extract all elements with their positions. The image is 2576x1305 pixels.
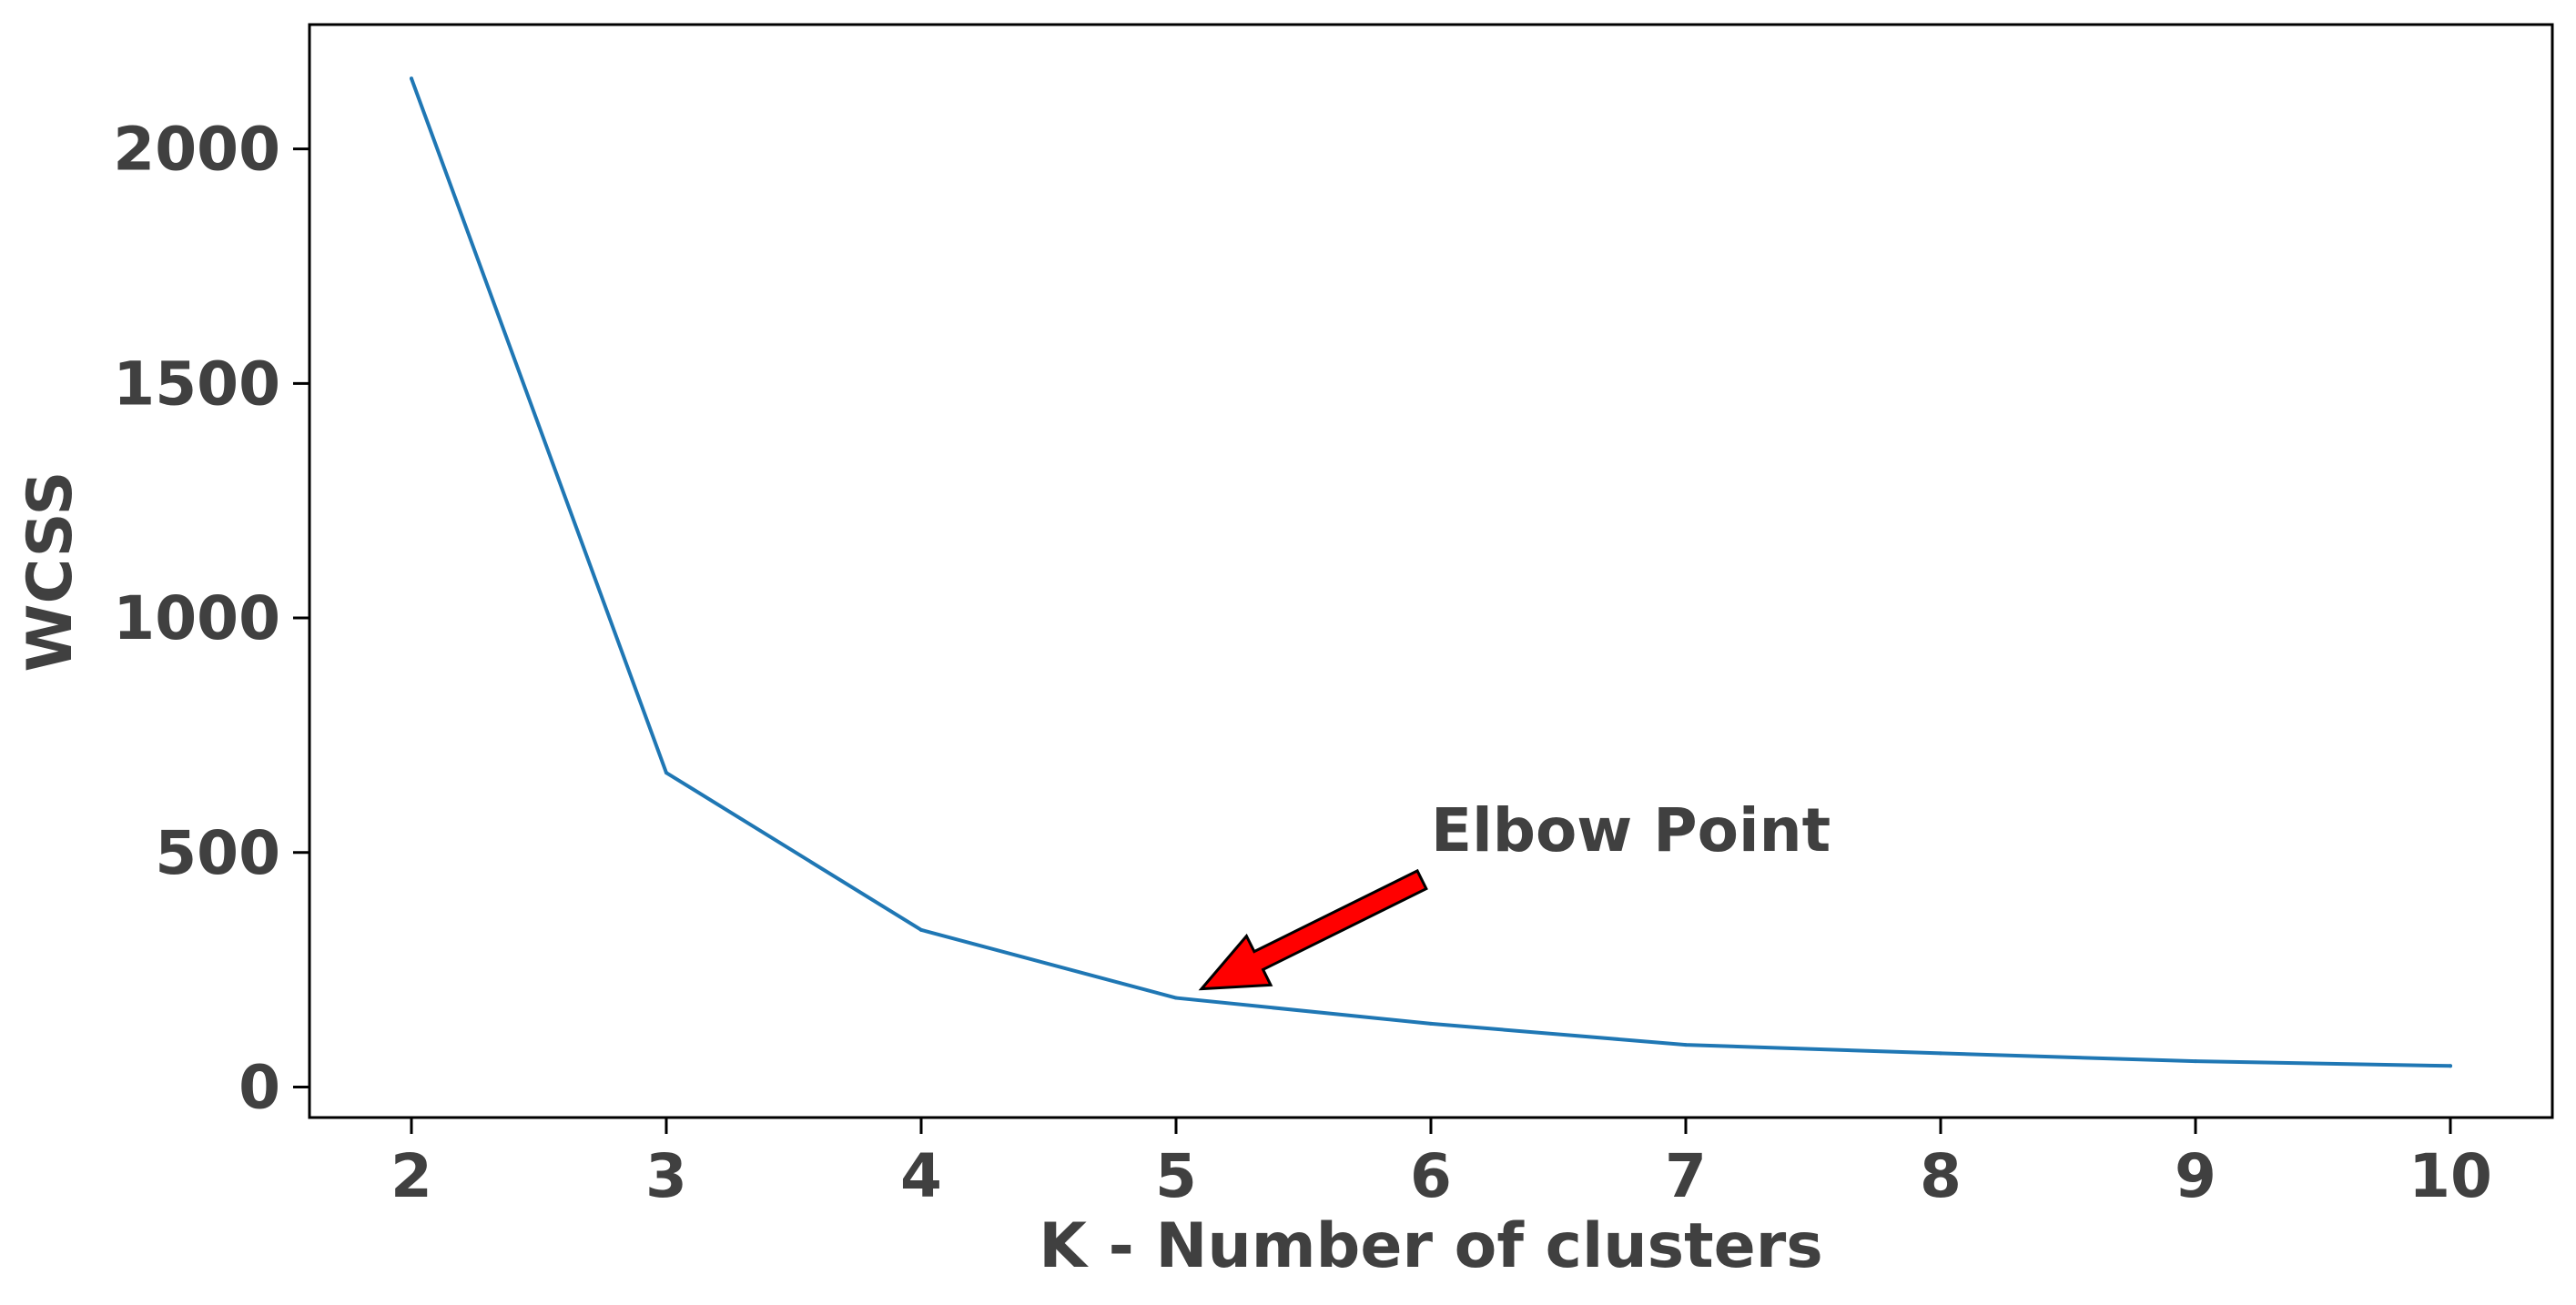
wcss-point [664, 771, 668, 775]
x-tick-label: 4 [900, 1141, 942, 1211]
elbow-point-label: Elbow Point [1431, 795, 1831, 865]
x-tick-label: 10 [2409, 1141, 2492, 1211]
wcss-point [2449, 1064, 2452, 1068]
x-tick-label: 9 [2175, 1141, 2216, 1211]
wcss-point [2194, 1059, 2197, 1064]
y-tick-label: 500 [155, 818, 280, 888]
x-axis-label: K - Number of clusters [1039, 1210, 1823, 1282]
y-tick-label: 0 [238, 1052, 280, 1122]
axis-ticks: 2 3 4 5 6 7 8 9 10 0 500 1000 1500 2000 [113, 115, 2492, 1211]
plot-frame [308, 23, 2554, 1119]
annotation: Elbow Point [1198, 795, 1831, 991]
wcss-point [1939, 1051, 1942, 1056]
plot-area [410, 76, 2452, 1068]
y-axis-label: WCSS [15, 470, 86, 672]
elbow-arrow [1198, 868, 1428, 991]
x-tick-label: 7 [1665, 1141, 1707, 1211]
wcss-point [1429, 1021, 1433, 1026]
wcss-point [919, 927, 923, 932]
y-tick-label: 1000 [113, 583, 280, 653]
y-tick-label: 1500 [113, 349, 280, 419]
wcss-point [410, 76, 413, 81]
wcss-point [1684, 1043, 1688, 1047]
y-tick-label: 2000 [113, 115, 280, 185]
x-tick-label: 6 [1410, 1141, 1452, 1211]
x-tick-label: 8 [1920, 1141, 1962, 1211]
x-tick-label: 5 [1155, 1141, 1197, 1211]
wcss-point [1174, 996, 1178, 1000]
x-tick-label: 3 [645, 1141, 687, 1211]
x-tick-label: 2 [390, 1141, 432, 1211]
